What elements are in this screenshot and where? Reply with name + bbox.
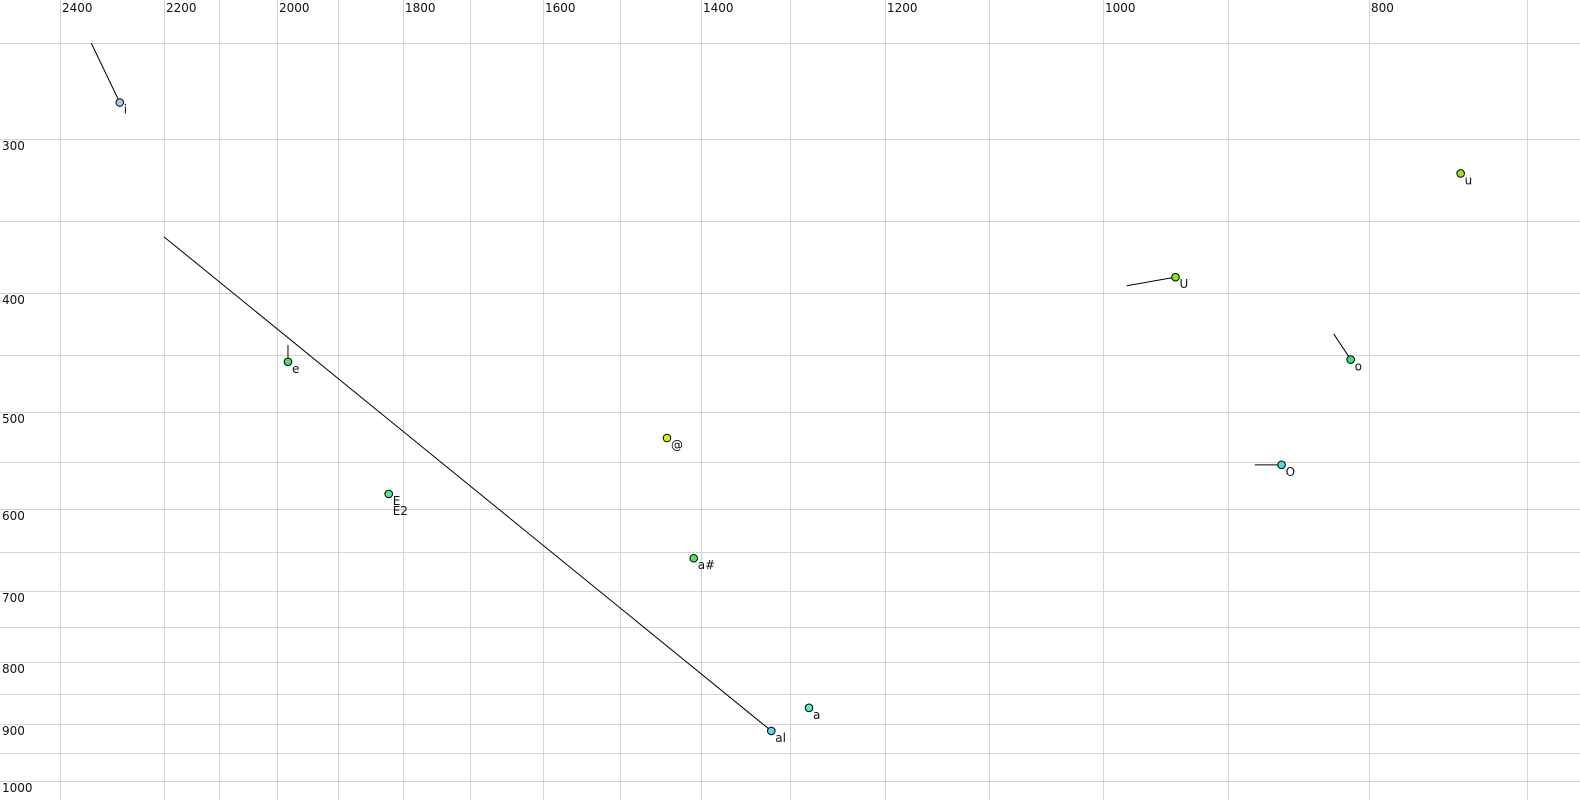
x-tick-label: 2400 <box>62 1 93 15</box>
data-point-U <box>1171 272 1180 282</box>
data-point-u <box>1456 169 1465 178</box>
point-label: u <box>1465 173 1473 187</box>
x-tick-label: 1200 <box>887 1 918 15</box>
y-tick-label: 300 <box>2 139 25 153</box>
trajectory-line <box>1333 333 1352 360</box>
point-label: i <box>124 103 127 117</box>
x-tick-label: 1400 <box>703 1 734 15</box>
point-label: O <box>1286 465 1295 479</box>
point-label: E <box>393 494 401 508</box>
data-point-@ <box>662 433 672 443</box>
trajectory-line <box>90 42 121 103</box>
data-point-al <box>767 726 776 736</box>
data-point-a <box>804 703 814 713</box>
x-tick-label: 1000 <box>1105 1 1136 15</box>
y-tick-label: 800 <box>2 662 25 676</box>
trajectory-line <box>163 236 772 732</box>
x-tick-label: 800 <box>1371 1 1394 15</box>
data-point-i <box>115 98 125 107</box>
point-label: E2 <box>393 504 408 518</box>
data-point-E <box>384 489 394 499</box>
point-label: @ <box>671 438 683 452</box>
x-tick-label: 1800 <box>405 1 436 15</box>
data-point-O <box>1277 460 1286 470</box>
y-tick-label: 400 <box>2 293 25 307</box>
y-tick-label: 500 <box>2 412 25 426</box>
y-tick-label: 700 <box>2 591 25 605</box>
trajectory-line <box>1126 276 1176 287</box>
data-point-e <box>283 357 293 367</box>
point-label: a <box>813 708 820 722</box>
point-label: e <box>292 362 299 376</box>
y-tick-label: 900 <box>2 724 25 738</box>
point-label: U <box>1180 277 1189 291</box>
point-label: o <box>1355 360 1362 374</box>
y-tick-label: 600 <box>2 509 25 523</box>
tick-labels: 2400 2200 2000 1800 1600 1400 1200 1000 800 300 40… <box>2 1 1394 795</box>
data-point-o <box>1346 355 1355 364</box>
data-points: i e EE2 @ a# al a Uu o O <box>90 42 1473 745</box>
y-tick-label: 1000 <box>2 781 33 795</box>
x-tick-label: 2200 <box>166 1 197 15</box>
point-label: al <box>775 731 786 745</box>
data-point-a# <box>689 553 699 563</box>
x-tick-label: 1600 <box>545 1 576 15</box>
x-tick-label: 2000 <box>279 1 310 15</box>
point-label: a# <box>698 558 715 572</box>
